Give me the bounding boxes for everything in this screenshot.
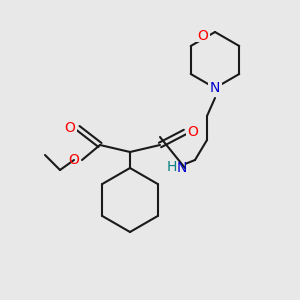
FancyBboxPatch shape (196, 30, 210, 42)
FancyBboxPatch shape (208, 82, 222, 94)
FancyBboxPatch shape (63, 122, 77, 134)
Text: O: O (69, 153, 80, 167)
Text: O: O (64, 121, 75, 135)
Text: N: N (210, 81, 220, 95)
Text: N: N (177, 161, 187, 175)
Text: O: O (197, 29, 208, 43)
Text: O: O (188, 125, 198, 139)
Text: H: H (167, 160, 177, 174)
FancyBboxPatch shape (67, 154, 81, 166)
FancyBboxPatch shape (164, 162, 186, 174)
FancyBboxPatch shape (186, 126, 200, 138)
